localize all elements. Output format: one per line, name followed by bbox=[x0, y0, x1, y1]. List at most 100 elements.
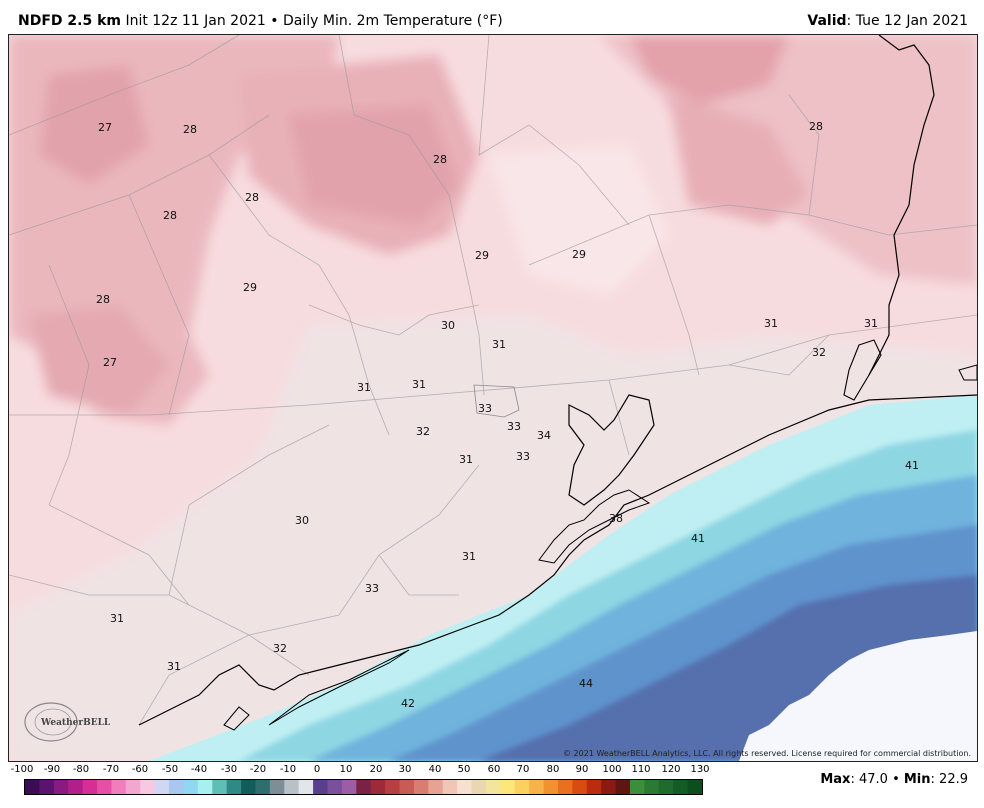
colorbar-tick-label: -20 bbox=[249, 764, 267, 775]
colorbar-cell bbox=[500, 780, 516, 794]
temperature-label: 28 bbox=[809, 120, 823, 133]
colorbar-cell bbox=[399, 780, 415, 794]
model-name: NDFD 2.5 km bbox=[18, 13, 121, 29]
temperature-label: 28 bbox=[433, 153, 447, 166]
colorbar-cell bbox=[212, 780, 228, 794]
colorbar-cell bbox=[125, 780, 141, 794]
colorbar-gradient bbox=[24, 779, 703, 795]
temperature-label: 32 bbox=[812, 346, 826, 359]
temperature-labels: 27 28 28 28 28 28 29 29 29 28 30 31 31 31 32 27 31 31 33 33… bbox=[96, 120, 919, 710]
temperature-label: 28 bbox=[245, 191, 259, 204]
colorbar-cell bbox=[673, 780, 689, 794]
colorbar-cell bbox=[629, 780, 645, 794]
colorbar-cell bbox=[485, 780, 501, 794]
temperature-label: 31 bbox=[110, 612, 124, 625]
colorbar-tick-label: 20 bbox=[369, 764, 383, 775]
colorbar-cell bbox=[298, 780, 314, 794]
temperature-label: 32 bbox=[416, 425, 430, 438]
min-label: Min bbox=[903, 772, 931, 787]
temperature-label: 38 bbox=[609, 512, 623, 525]
colorbar-cell bbox=[356, 780, 372, 794]
colorbar-cell bbox=[687, 780, 702, 794]
temperature-label: 29 bbox=[243, 281, 257, 294]
colorbar-tick-label: -30 bbox=[220, 764, 238, 775]
colorbar-cell bbox=[341, 780, 357, 794]
max-value: : 47.0 bbox=[850, 772, 888, 787]
temperature-label: 28 bbox=[183, 123, 197, 136]
cold-shading bbox=[9, 35, 977, 425]
temperature-label: 29 bbox=[475, 249, 489, 262]
colorbar: -100 -90 -80 -70 -60 -50 -40 -30 -20 -10 0 10 20 30 40… bbox=[0, 762, 984, 808]
weatherbell-logo: WeatherBELL bbox=[24, 702, 111, 742]
colorbar-cell bbox=[111, 780, 127, 794]
temperature-label: 30 bbox=[295, 514, 309, 527]
temperature-label: 34 bbox=[537, 429, 551, 442]
colorbar-tick-label: 40 bbox=[428, 764, 442, 775]
colorbar-cell bbox=[543, 780, 559, 794]
colorbar-cell bbox=[53, 780, 69, 794]
colorbar-cell bbox=[457, 780, 473, 794]
product-name: Daily Min. 2m Temperature (°F) bbox=[282, 13, 503, 29]
temperature-label: 27 bbox=[98, 121, 112, 134]
colorbar-tick-label: 0 bbox=[313, 764, 321, 775]
colorbar-cell bbox=[226, 780, 242, 794]
colorbar-cell bbox=[68, 780, 84, 794]
colorbar-cell bbox=[25, 780, 40, 794]
colorbar-cell bbox=[601, 780, 617, 794]
colorbar-cell bbox=[183, 780, 199, 794]
temperature-map[interactable]: 27 28 28 28 28 28 29 29 29 28 30 31 31 31 32 27 31 31 33 33… bbox=[8, 34, 978, 762]
barrier-island-small bbox=[223, 706, 250, 731]
colorbar-tick-label: -50 bbox=[161, 764, 179, 775]
init-time: Init 12z 11 Jan 2021 bbox=[125, 13, 266, 29]
colorbar-tick-label: -100 bbox=[10, 764, 34, 775]
temperature-label: 32 bbox=[273, 642, 287, 655]
stats-separator: • bbox=[892, 772, 900, 787]
min-value: : 22.9 bbox=[930, 772, 968, 787]
colorbar-tick-label: 110 bbox=[631, 764, 651, 775]
colorbar-tick-label: -10 bbox=[279, 764, 297, 775]
no-data-area bbox=[739, 631, 977, 761]
colorbar-cell bbox=[442, 780, 458, 794]
colorbar-tick-label: 80 bbox=[546, 764, 560, 775]
colorbar-cell bbox=[529, 780, 545, 794]
colorbar-tick-label: 60 bbox=[487, 764, 501, 775]
temperature-label: 29 bbox=[572, 248, 586, 261]
colorbar-tick-label: -90 bbox=[43, 764, 61, 775]
map-canvas: 27 28 28 28 28 28 29 29 29 28 30 31 31 31 32 27 31 31 33 33… bbox=[9, 35, 977, 761]
colorbar-cell bbox=[370, 780, 386, 794]
houston-outline bbox=[473, 384, 520, 418]
coastline bbox=[138, 394, 977, 726]
temperature-label: 31 bbox=[412, 378, 426, 391]
state-boundary bbox=[868, 35, 935, 376]
colorbar-tick-label: -80 bbox=[72, 764, 90, 775]
colorbar-cell bbox=[327, 780, 343, 794]
colorbar-ticks: -100 -90 -80 -70 -60 -50 -40 -30 -20 -10 0 10 20 30 40… bbox=[0, 764, 984, 778]
colorbar-cell bbox=[82, 780, 98, 794]
colorbar-tick-label: 90 bbox=[575, 764, 589, 775]
colorbar-tick-label: 100 bbox=[602, 764, 622, 775]
colorbar-cell bbox=[413, 780, 429, 794]
copyright-notice: © 2021 WeatherBELL Analytics, LLC. All r… bbox=[563, 749, 971, 758]
colorbar-cell bbox=[154, 780, 170, 794]
colorbar-cell bbox=[97, 780, 113, 794]
colorbar-tick-label: 30 bbox=[398, 764, 412, 775]
colorbar-cell bbox=[284, 780, 300, 794]
logo-text: WeatherBELL bbox=[40, 718, 111, 728]
valid-value: : Tue 12 Jan 2021 bbox=[846, 13, 968, 29]
temperature-label: 41 bbox=[691, 532, 705, 545]
max-min-stats: Max: 47.0 • Min: 22.9 bbox=[820, 772, 968, 787]
temperature-label: 42 bbox=[401, 697, 415, 710]
colorbar-tick-label: 130 bbox=[690, 764, 710, 775]
colorbar-tick-label: -70 bbox=[102, 764, 120, 775]
max-label: Max bbox=[820, 772, 851, 787]
temperature-label: 31 bbox=[764, 317, 778, 330]
sabine-lake bbox=[843, 339, 882, 401]
calcasieu-lake bbox=[958, 364, 977, 381]
galveston-bay bbox=[568, 394, 655, 506]
title-separator: • bbox=[270, 13, 279, 29]
colorbar-tick-label: 50 bbox=[457, 764, 471, 775]
temperature-label: 27 bbox=[103, 356, 117, 369]
colorbar-cell bbox=[572, 780, 588, 794]
temperature-label: 31 bbox=[357, 381, 371, 394]
colorbar-cell bbox=[269, 780, 285, 794]
